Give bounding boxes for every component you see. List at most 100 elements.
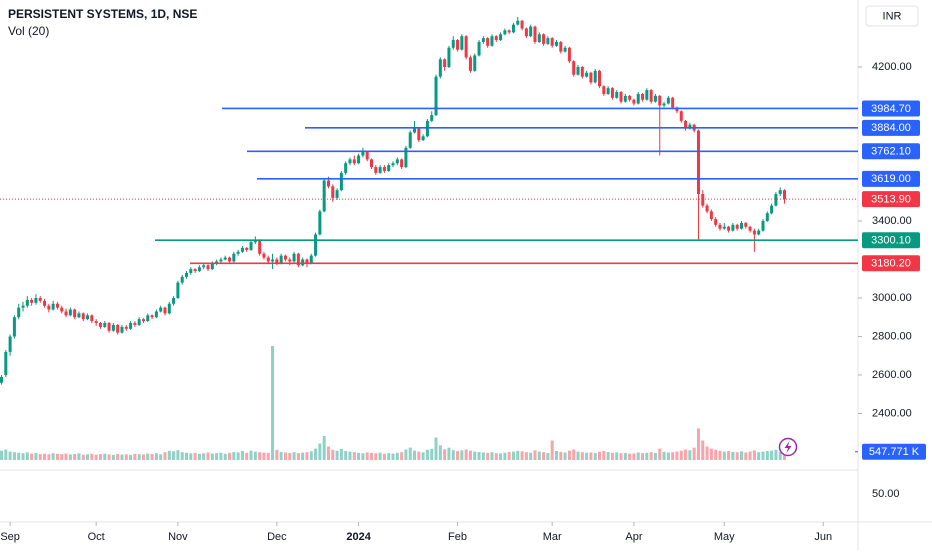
candle-body [602, 86, 606, 94]
volume-bar [395, 452, 399, 460]
candle-body [567, 47, 571, 62]
candle-body [391, 163, 395, 166]
candle-body [744, 222, 748, 227]
candle-body [610, 88, 614, 98]
volume-bar [619, 453, 623, 460]
candle-body [219, 259, 223, 262]
volume-bar [314, 448, 318, 460]
candle-body [520, 20, 524, 29]
volume-bar [615, 452, 619, 460]
candle-body [748, 226, 752, 231]
candle-body [679, 111, 683, 121]
level-label: 3619.00 [871, 173, 911, 185]
volume-bar [602, 451, 606, 460]
candle-body [357, 155, 361, 164]
volume-bar [477, 452, 481, 460]
candle-body [473, 55, 477, 71]
candle-body [206, 265, 210, 270]
level-label: 3762.10 [871, 146, 911, 158]
candle-body [215, 261, 219, 264]
volume-bar [47, 454, 51, 460]
volume-bar [425, 449, 429, 460]
candle-body [38, 297, 42, 301]
volume-bar [653, 452, 657, 460]
candle-body [245, 247, 249, 250]
candle-body [98, 323, 102, 327]
volume-bar [434, 437, 438, 460]
candle-body [0, 376, 4, 383]
candle-body [107, 323, 111, 331]
candle-body [705, 205, 709, 212]
last-price-box [862, 191, 920, 208]
candle-body [339, 172, 343, 191]
candle-body [197, 267, 201, 272]
candle-body [288, 259, 292, 262]
y-tick-label: 3400.00 [872, 215, 912, 227]
volume-bar [735, 452, 739, 460]
volume-bar [451, 450, 455, 460]
candle-body [511, 24, 515, 33]
candle-body [774, 194, 778, 206]
volume-bar [202, 453, 206, 460]
volume-bar [511, 451, 515, 460]
volume-bar [589, 452, 593, 460]
candle-body [585, 72, 589, 77]
currency-button[interactable] [865, 5, 919, 27]
volume-bar [709, 448, 713, 460]
x-tick-label: 2024 [346, 531, 371, 543]
candle-body [25, 299, 29, 306]
volume-bar [335, 450, 339, 460]
volume-bar [550, 440, 554, 460]
volume-bar [473, 451, 477, 460]
volume-bar [636, 452, 640, 460]
volume-bar [34, 452, 38, 460]
candle-body [443, 59, 447, 67]
candle-body [378, 167, 382, 173]
candle-body [593, 70, 597, 83]
candle-body [761, 220, 765, 231]
volume-bar [520, 451, 524, 460]
volume-bar [413, 450, 417, 460]
volume-bar [783, 452, 787, 460]
volume-bar [722, 451, 726, 460]
candle-body [696, 130, 700, 195]
candle-body [447, 47, 451, 67]
volume-bar [529, 452, 533, 460]
candle-body [369, 159, 374, 168]
candle-body [739, 222, 743, 229]
level-label-box [862, 170, 920, 187]
candle-body [348, 159, 352, 164]
volume-bar [322, 436, 326, 460]
candle-body [387, 165, 391, 171]
volume-bar [542, 452, 546, 460]
volume-bar [163, 452, 167, 460]
candle-body [727, 226, 731, 231]
candle-body [563, 47, 567, 52]
volume-bar [219, 452, 223, 460]
candle-body [322, 180, 326, 212]
candle-body [666, 97, 670, 104]
volume-bar [180, 452, 184, 460]
volume-bar [43, 453, 47, 460]
volume-bar [593, 453, 597, 460]
candle-body [159, 307, 163, 312]
volume-bar [503, 452, 507, 460]
candle-body [30, 299, 34, 303]
candle-body [576, 66, 580, 75]
candle-body [154, 311, 158, 318]
alert-icon[interactable] [778, 437, 798, 457]
volume-bar [658, 448, 662, 460]
candle-body [580, 66, 584, 77]
volume-bar [309, 451, 313, 460]
candle-body [163, 307, 167, 314]
volume-bar [748, 451, 752, 460]
volume-bar [731, 451, 735, 460]
volume-bar [154, 453, 158, 460]
volume-bar [623, 452, 627, 460]
volume-bar [12, 452, 16, 460]
candle-body [133, 323, 137, 325]
volume-bar [610, 452, 614, 460]
volume-bar [464, 449, 468, 460]
volume-bar [606, 452, 610, 460]
volume-bar [460, 450, 464, 460]
